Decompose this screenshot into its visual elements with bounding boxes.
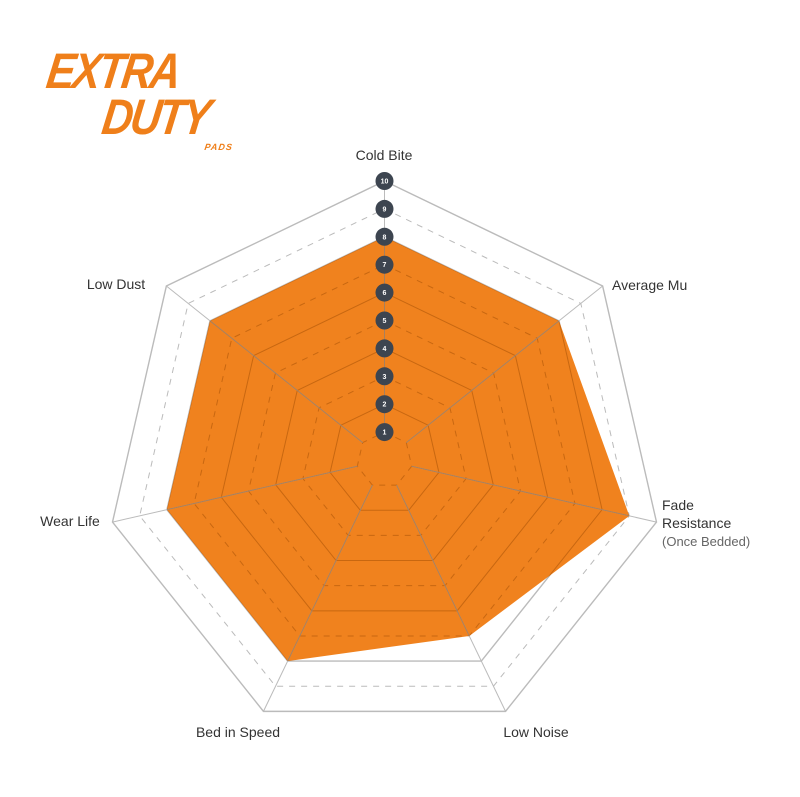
tick-label-2: 2	[383, 402, 387, 409]
tick-marker-4	[375, 339, 394, 358]
grid-ring-overlay-5	[247, 319, 522, 587]
tick-label-7: 7	[383, 262, 387, 269]
tick-label-3: 3	[383, 374, 387, 381]
axis-label-low-noise: Low Noise	[503, 724, 569, 740]
data-polygon	[166, 236, 630, 662]
spoke-overlay-3	[396, 484, 507, 662]
tick-marker-6	[375, 283, 394, 302]
tick-label-1: 1	[383, 430, 387, 437]
tick-label-9: 9	[383, 206, 387, 213]
axis-label-wear-life: Wear Life	[40, 513, 100, 529]
grid-ring-overlay-4	[275, 347, 494, 562]
axis-label-cold-bite: Cold Bite	[356, 147, 413, 163]
grid-ring-overlay-7	[193, 264, 576, 637]
tick-marker-1	[375, 423, 394, 442]
axis-label-average-mu: Average Mu	[612, 277, 687, 293]
grid-ring-overlay-6	[220, 292, 549, 612]
tick-marker-8	[375, 227, 394, 246]
tick-marker-10	[375, 172, 394, 190]
spoke-overlay-2	[411, 465, 630, 523]
tick-label-4: 4	[383, 346, 387, 353]
grid-ring-overlay-2	[329, 403, 440, 511]
axis-label-bed-in-speed: Bed in Speed	[196, 724, 280, 740]
tick-label-6: 6	[383, 290, 387, 297]
tick-marker-9	[375, 199, 394, 218]
spoke-overlay-4	[262, 484, 373, 662]
grid-ring-overlay-3	[302, 375, 467, 536]
axis-label-fade: Fade	[662, 497, 694, 513]
grid-ring-overlay-1	[356, 431, 413, 486]
grid-ring-10	[111, 180, 658, 713]
tick-marker-2	[375, 395, 394, 414]
tick-marker-5	[375, 311, 394, 330]
tick-marker-7	[375, 255, 394, 274]
spoke-overlay-5	[166, 465, 358, 523]
tick-marker-3	[375, 367, 394, 386]
axis-sublabel: (Once Bedded)	[662, 534, 750, 549]
axis-label-low-dust: Low Dust	[87, 276, 145, 292]
axis-label-resistance: Resistance	[662, 515, 731, 531]
tick-label-10: 10	[381, 179, 389, 186]
tick-label-5: 5	[383, 318, 387, 325]
tick-label-8: 8	[383, 234, 387, 241]
grid-ring-9	[139, 208, 630, 687]
